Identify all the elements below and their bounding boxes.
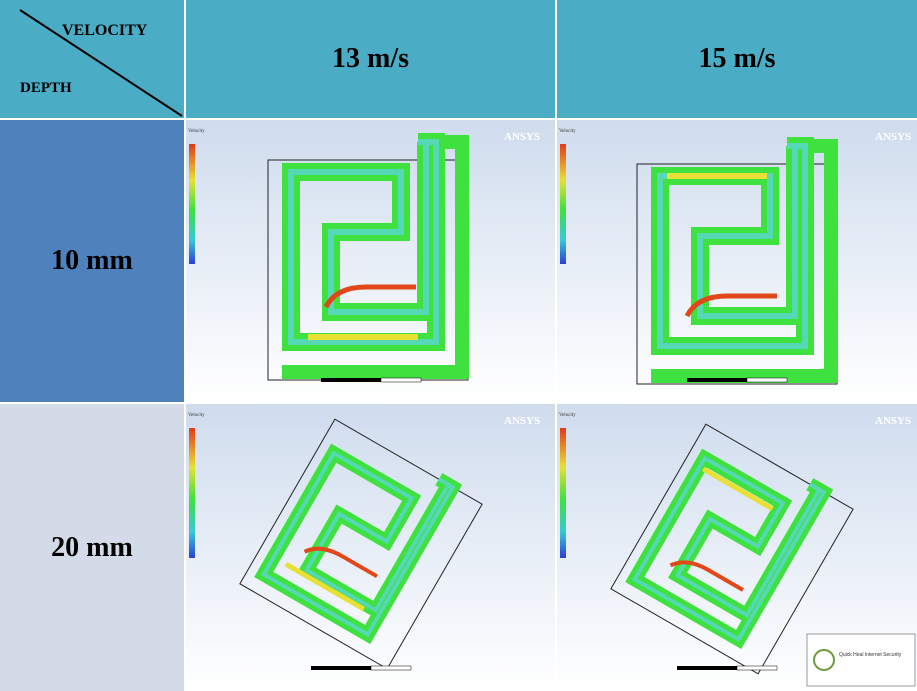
cfd-plot-10mm-15ms: Velocity ANSYS bbox=[557, 120, 917, 402]
cfd-plot-10mm-13ms: Velocity ANSYS bbox=[186, 120, 555, 402]
column-header-13: 13 m/s bbox=[186, 0, 555, 118]
svg-text:Velocity: Velocity bbox=[559, 129, 576, 134]
velocity-header-label: VELOCITY bbox=[62, 22, 148, 39]
svg-text:Velocity: Velocity bbox=[188, 129, 205, 134]
svg-text:ANSYS: ANSYS bbox=[504, 415, 540, 427]
svg-text:Velocity: Velocity bbox=[188, 413, 205, 418]
security-popup[interactable]: Quick Heal Internet Security bbox=[806, 633, 916, 687]
svg-text:Quick Heal Internet Security: Quick Heal Internet Security bbox=[839, 652, 902, 658]
row-header-10mm: 10 mm bbox=[0, 120, 184, 402]
diagonal-divider bbox=[19, 9, 183, 117]
ansys-logo: ANSYS bbox=[504, 131, 540, 143]
row-header-20mm: 20 mm bbox=[0, 404, 184, 691]
svg-text:ANSYS: ANSYS bbox=[875, 415, 911, 427]
cfd-plot-20mm-13ms: Velocity ANSYS bbox=[186, 404, 555, 691]
column-header-15: 15 m/s bbox=[557, 0, 917, 118]
svg-text:ANSYS: ANSYS bbox=[875, 131, 911, 143]
depth-header-label: DEPTH bbox=[20, 80, 72, 96]
cfd-plot-20mm-15ms: Velocity ANSYS Quick Heal Internet Secur… bbox=[557, 404, 917, 691]
corner-header-cell: VELOCITY DEPTH bbox=[0, 0, 184, 118]
svg-text:Velocity: Velocity bbox=[559, 413, 576, 418]
